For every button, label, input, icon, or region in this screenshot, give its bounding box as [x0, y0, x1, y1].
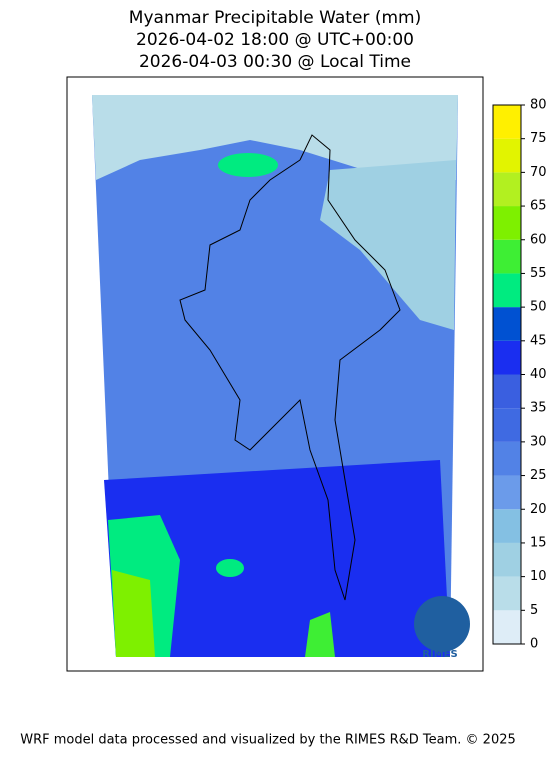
colorbar-band — [493, 239, 521, 274]
colorbar-band — [493, 105, 521, 139]
colorbar-tick-label: 80 — [530, 98, 547, 113]
colorbar-tick-label: 25 — [530, 468, 547, 483]
field — [216, 559, 244, 577]
logo-text: RIMES — [422, 649, 457, 660]
colorbar-band — [493, 509, 521, 543]
colorbar-band — [493, 441, 521, 476]
logo — [414, 596, 470, 652]
colorbar-band — [493, 340, 521, 375]
colorbar-band — [493, 408, 521, 442]
colorbar-band — [493, 138, 521, 173]
colorbar-tick-label: 5 — [530, 603, 538, 618]
colorbar-band — [493, 542, 521, 577]
field — [320, 160, 456, 330]
colorbar-band — [493, 172, 521, 207]
field — [218, 153, 278, 177]
title-line: 2026-04-02 18:00 @ UTC+00:00 — [136, 30, 414, 50]
colorbar-band — [493, 475, 521, 510]
title-line: 2026-04-03 00:30 @ Local Time — [139, 52, 411, 72]
colorbar-tick-label: 0 — [530, 637, 538, 652]
colorbar-tick-label: 65 — [530, 199, 547, 214]
title-line: Myanmar Precipitable Water (mm) — [129, 8, 421, 28]
colorbar-band — [493, 273, 521, 308]
colorbar-tick-label: 70 — [530, 165, 547, 180]
colorbar-tick-label: 15 — [530, 535, 547, 550]
colorbar-tick-label: 55 — [530, 266, 547, 281]
border — [179, 134, 401, 601]
colorbar-band — [493, 576, 521, 611]
colorbar-band — [493, 307, 521, 341]
colorbar-tick-label: 50 — [530, 300, 547, 315]
field — [112, 570, 155, 657]
colorbar-tick-label: 75 — [530, 131, 547, 146]
colorbar-tick-label: 20 — [530, 502, 547, 517]
field — [92, 95, 458, 180]
field — [305, 612, 335, 657]
colorbar-tick-label: 40 — [530, 367, 547, 382]
colorbar-tick-label: 30 — [530, 434, 547, 449]
colorbar-tick-label: 45 — [530, 333, 547, 348]
colorbar-tick-label: 60 — [530, 232, 547, 247]
field — [104, 460, 450, 657]
colorbar-tick-label: 10 — [530, 569, 547, 584]
map: RIMES — [66, 76, 484, 672]
colorbar-band — [493, 374, 521, 409]
footer: WRF model data processed and visualized … — [20, 733, 516, 748]
colorbar-tick-label: 35 — [530, 401, 547, 416]
colorbar-band — [493, 206, 521, 240]
colorbar-band — [493, 610, 521, 644]
